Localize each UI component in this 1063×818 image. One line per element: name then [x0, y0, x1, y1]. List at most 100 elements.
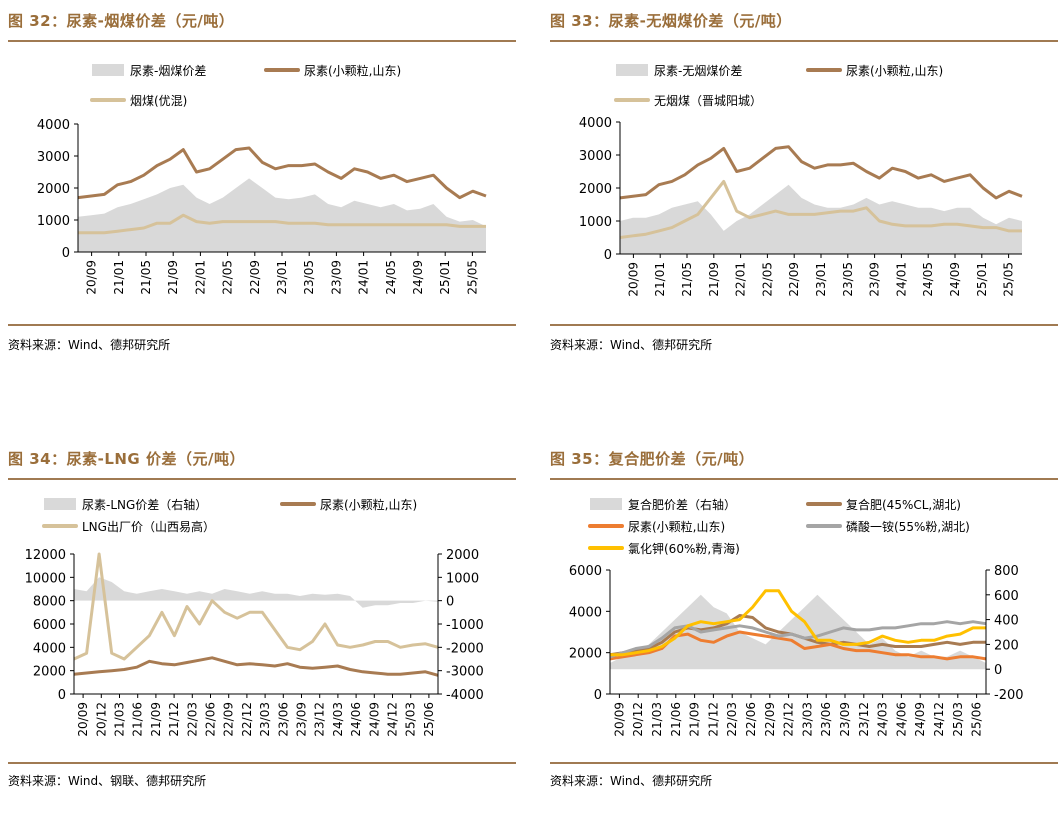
- x-tick-label: 24/05: [384, 260, 398, 295]
- x-tick-label: 21/12: [706, 702, 720, 737]
- x-tick-label: 20/12: [94, 702, 108, 737]
- chart-area: 尿素-LNG价差（右轴） 尿素(小颗粒,山东) LNG出厂价（山西易高） 0 2000 4…: [25, 497, 484, 737]
- x-tick-label: 21/03: [113, 702, 127, 737]
- x-tick-label: 21/09: [707, 262, 721, 297]
- x-tick-label: 22/09: [248, 260, 262, 295]
- chart-area: 尿素-无烟煤价差 尿素(小颗粒,山东) 无烟煤（晋城阳城） 0 1000 2000 3000…: [579, 63, 1023, 297]
- y2-tick-label: 600: [994, 589, 1019, 604]
- series-line: [610, 589, 986, 657]
- y-tick-label: 0: [62, 246, 70, 261]
- x-tick-label: 24/06: [349, 702, 363, 737]
- x-tick-label: 22/03: [185, 702, 199, 737]
- x-tick-label: 23/01: [814, 262, 828, 297]
- bottom-rule: [8, 324, 516, 326]
- x-tick-label: 22/09: [222, 702, 236, 737]
- chart-panel-33: 图 33：尿素-无烟煤价差（元/吨） 尿素-无烟煤价差 尿素(小颗粒,山东) 无烟煤…: [550, 0, 1063, 380]
- x-tick-label: 23/06: [819, 702, 833, 737]
- y2-tick-label: -1000: [446, 618, 484, 633]
- x-tick-label: 21/12: [167, 702, 181, 737]
- chart-panel-32: 图 32：尿素-烟煤价差（元/吨） 尿素-烟煤价差 尿素(小颗粒,山东) 烟煤(优混…: [8, 0, 528, 380]
- legend-label: 氯化钾(60%粉,青海): [628, 541, 740, 556]
- y2-tick-label: 800: [994, 564, 1019, 579]
- x-tick-label: 23/01: [275, 260, 289, 295]
- source-note: 资料来源：Wind、德邦研究所: [8, 338, 171, 352]
- x-tick-label: 20/09: [612, 702, 626, 737]
- x-tick-label: 23/05: [302, 260, 316, 295]
- x-tick-label: 25/06: [970, 702, 984, 737]
- x-tick-label: 21/05: [680, 262, 694, 297]
- y-tick-label: 10000: [25, 571, 66, 586]
- y2-tick-label: 0: [994, 663, 1002, 678]
- legend-label: LNG出厂价（山西易高）: [82, 519, 215, 534]
- y2-tick-label: -2000: [446, 641, 484, 656]
- series-area: [610, 594, 986, 670]
- x-tick-label: 22/01: [734, 262, 748, 297]
- y-tick-label: 0: [58, 688, 66, 703]
- x-tick-label: 23/09: [295, 702, 309, 737]
- series-line: [78, 213, 486, 235]
- legend-label: 无烟煤（晋城阳城）: [654, 94, 762, 108]
- x-tick-label: 23/09: [838, 702, 852, 737]
- legend-swatch: [590, 498, 622, 510]
- y-tick-label: 6000: [33, 618, 66, 633]
- x-tick-label: 25/06: [422, 702, 436, 737]
- series-line: [619, 179, 1022, 239]
- source-note: 资料来源：Wind、钢联、德邦研究所: [8, 774, 207, 788]
- chart-legend: 尿素-烟煤价差 尿素(小颗粒,山东) 烟煤(优混): [90, 63, 401, 108]
- y-tick-label: 3000: [37, 150, 70, 165]
- x-tick-label: 24/06: [894, 702, 908, 737]
- chart-area: 复合肥价差（右轴） 复合肥(45%CL,湖北) 尿素(小颗粒,山东) 磷酸一铵(55%…: [569, 497, 1024, 737]
- x-tick-label: 21/01: [653, 262, 667, 297]
- series-line: [77, 146, 487, 200]
- x-tick-label: 25/05: [1002, 262, 1016, 297]
- x-tick-label: 24/09: [411, 260, 425, 295]
- x-tick-label: 21/06: [669, 702, 683, 737]
- x-tick-label: 21/05: [139, 260, 153, 295]
- legend-label: 磷酸一铵(55%粉,湖北): [846, 519, 970, 534]
- y2-tick-label: 400: [994, 614, 1019, 629]
- x-tick-label: 23/12: [857, 702, 871, 737]
- y2-tick-label: 1000: [446, 571, 479, 586]
- x-tick-label: 21/09: [149, 702, 163, 737]
- x-tick-label: 24/03: [876, 702, 890, 737]
- y-tick-label: 2000: [569, 647, 602, 662]
- y-tick-label: 6000: [569, 564, 602, 579]
- x-tick-label: 24/03: [331, 702, 345, 737]
- legend-swatch: [616, 64, 648, 76]
- legend-label: 尿素-LNG价差（右轴）: [82, 497, 207, 512]
- x-tick-label: 23/06: [276, 702, 290, 737]
- y-tick-label: 4000: [569, 605, 602, 620]
- chart-legend: 复合肥价差（右轴） 复合肥(45%CL,湖北) 尿素(小颗粒,山东) 磷酸一铵(55%…: [588, 497, 970, 556]
- legend-label: 尿素(小颗粒,山东): [320, 497, 417, 512]
- y2-tick-label: 200: [994, 638, 1019, 653]
- y2-tick-label: -200: [994, 688, 1024, 703]
- x-tick-label: 23/03: [800, 702, 814, 737]
- legend-swatch: [44, 498, 76, 510]
- x-tick-label: 24/09: [948, 262, 962, 297]
- x-tick-label: 25/01: [975, 262, 989, 297]
- x-tick-label: 25/03: [951, 702, 965, 737]
- legend-label: 尿素(小颗粒,山东): [846, 63, 943, 78]
- y-tick-label: 2000: [579, 182, 612, 197]
- x-tick-label: 21/03: [650, 702, 664, 737]
- y-tick-label: 1000: [37, 214, 70, 229]
- y-tick-label: 12000: [25, 548, 66, 563]
- x-tick-label: 25/05: [465, 260, 479, 295]
- x-tick-label: 22/09: [787, 262, 801, 297]
- y-tick-label: 3000: [579, 149, 612, 164]
- series-area: [74, 577, 438, 608]
- x-tick-label: 24/01: [894, 262, 908, 297]
- legend-label: 烟煤(优混): [130, 94, 187, 108]
- x-tick-label: 22/06: [204, 702, 218, 737]
- x-tick-label: 22/12: [782, 702, 796, 737]
- x-tick-label: 24/01: [357, 260, 371, 295]
- legend-label: 尿素-烟煤价差: [130, 64, 206, 78]
- legend-label: 复合肥(45%CL,湖北): [846, 497, 961, 512]
- title-rule: [550, 478, 1058, 480]
- x-tick-label: 22/12: [240, 702, 254, 737]
- y2-tick-label: -3000: [446, 665, 484, 680]
- x-tick-label: 22/05: [760, 262, 774, 297]
- source-note: 资料来源：Wind、德邦研究所: [550, 774, 713, 788]
- y2-tick-label: 0: [446, 595, 454, 610]
- x-tick-label: 24/09: [913, 702, 927, 737]
